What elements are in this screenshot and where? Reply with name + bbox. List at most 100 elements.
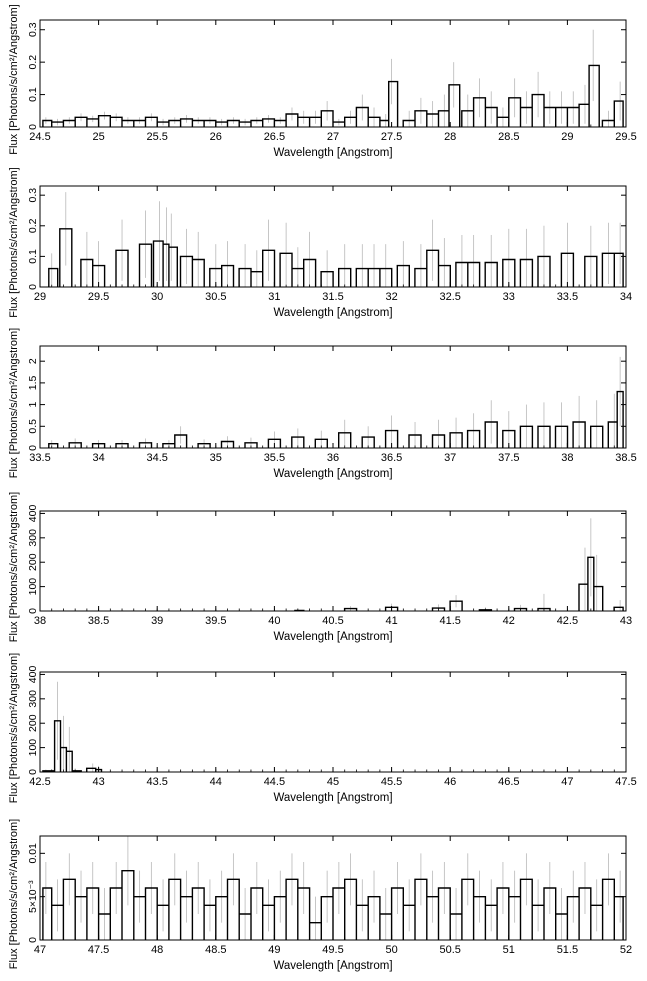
y-tick-label: 0 bbox=[27, 445, 39, 451]
y-tick-label: 0 bbox=[27, 124, 39, 130]
y-tick-label: 0.5 bbox=[27, 419, 39, 434]
x-tick-label: 40.5 bbox=[322, 615, 343, 627]
x-axis-label: Wavelength [Angstrom] bbox=[273, 792, 392, 804]
x-tick-label: 33.5 bbox=[557, 291, 578, 303]
y-tick-label: 300 bbox=[27, 690, 39, 708]
panel-4: 38 38.5 39 39.5 40 40.5 41 41.5 42 42.5 43 0 100 200 3… bbox=[8, 492, 632, 643]
y-tick-label: 0.3 bbox=[27, 188, 39, 203]
y-tick-label: 0 bbox=[27, 769, 39, 775]
x-tick-label: 29 bbox=[561, 131, 573, 143]
x-tick-label: 30.5 bbox=[205, 291, 226, 303]
x-tick-label: 37 bbox=[444, 452, 456, 464]
x-tick-label: 48.5 bbox=[205, 944, 226, 956]
flux-histogram bbox=[42, 870, 624, 940]
x-tick-label: 28.5 bbox=[498, 131, 519, 143]
x-tick-label: 45 bbox=[327, 776, 339, 788]
x-tick-label: 33 bbox=[503, 291, 515, 303]
y-tick-label: 0.2 bbox=[27, 218, 39, 233]
x-tick-label: 47.5 bbox=[615, 776, 636, 788]
x-tick-label: 43 bbox=[92, 776, 104, 788]
x-tick-label: 47 bbox=[34, 944, 46, 956]
x-axis-label: Wavelength [Angstrom] bbox=[273, 631, 392, 643]
x-tick-label: 32.5 bbox=[439, 291, 460, 303]
x-tick-label: 36 bbox=[327, 452, 339, 464]
x-tick-label: 48 bbox=[151, 944, 163, 956]
x-tick-label: 28 bbox=[444, 131, 456, 143]
panel-2: 29 29.5 30 30.5 31 31.5 32 32.5 33 33.5 34 0 0.1 0.2 0… bbox=[8, 167, 632, 319]
panel-3: 33.5 34 34.5 35 35.5 36 36.5 37 37.5 38 38.5 0 0.5 1 1… bbox=[8, 328, 637, 480]
flux-histogram bbox=[294, 556, 624, 612]
x-tick-label: 43 bbox=[620, 615, 632, 627]
x-tick-label: 35.5 bbox=[264, 452, 285, 464]
x-tick-label: 45.5 bbox=[381, 776, 402, 788]
x-tick-label: 37.5 bbox=[498, 452, 519, 464]
flux-histogram bbox=[48, 390, 624, 448]
x-tick-label: 29 bbox=[34, 291, 46, 303]
x-tick-label: 39 bbox=[151, 615, 163, 627]
x-tick-label: 35 bbox=[210, 452, 222, 464]
x-tick-label: 31.5 bbox=[322, 291, 343, 303]
x-tick-label: 43.5 bbox=[146, 776, 167, 788]
x-tick-label: 41.5 bbox=[439, 615, 460, 627]
flux-histogram bbox=[42, 64, 624, 127]
y-tick-label: 400 bbox=[27, 666, 39, 684]
y-tick-label: 2 bbox=[27, 358, 39, 364]
x-tick-label: 49.5 bbox=[322, 944, 343, 956]
x-tick-label: 39.5 bbox=[205, 615, 226, 627]
x-tick-label: 51.5 bbox=[557, 944, 578, 956]
y-tick-label: 0.3 bbox=[27, 22, 39, 37]
y-axis-label: Flux [Photons/s/cm²/Angstrom] bbox=[8, 167, 20, 317]
x-tick-label: 49 bbox=[268, 944, 280, 956]
y-tick-label: 0 bbox=[27, 284, 39, 290]
y-tick-label: 300 bbox=[27, 529, 39, 547]
y-tick-label: 100 bbox=[27, 578, 39, 596]
x-tick-label: 38.5 bbox=[88, 615, 109, 627]
y-tick-label: 0.2 bbox=[27, 55, 39, 70]
x-tick-label: 41 bbox=[385, 615, 397, 627]
x-tick-label: 30 bbox=[151, 291, 163, 303]
x-tick-label: 27.5 bbox=[381, 131, 402, 143]
y-tick-label: 1.5 bbox=[27, 375, 39, 390]
x-tick-label: 34 bbox=[620, 291, 632, 303]
x-axis-label: Wavelength [Angstrom] bbox=[273, 147, 392, 159]
x-tick-label: 42.5 bbox=[557, 615, 578, 627]
flux-histogram bbox=[48, 228, 624, 287]
x-tick-label: 26.5 bbox=[264, 131, 285, 143]
y-tick-label: 200 bbox=[27, 553, 39, 571]
x-tick-label: 40 bbox=[268, 615, 280, 627]
x-tick-label: 50 bbox=[385, 944, 397, 956]
x-tick-label: 47.5 bbox=[88, 944, 109, 956]
y-tick-label: 5×10⁻³ bbox=[27, 880, 39, 913]
y-tick-label: 0.1 bbox=[27, 249, 39, 264]
x-tick-label: 25 bbox=[92, 131, 104, 143]
plot-frame bbox=[39, 671, 627, 773]
x-axis-label: Wavelength [Angstrom] bbox=[273, 307, 392, 319]
x-tick-label: 38 bbox=[34, 615, 46, 627]
x-tick-label: 46.5 bbox=[498, 776, 519, 788]
x-tick-label: 29.5 bbox=[88, 291, 109, 303]
x-tick-label: 24.5 bbox=[29, 131, 50, 143]
x-tick-label: 42.5 bbox=[29, 776, 50, 788]
panel-6: 47 47.5 48 48.5 49 49.5 50 50.5 51 51.5 52 0 5×10⁻³ 0… bbox=[8, 819, 632, 972]
x-tick-label: 44.5 bbox=[264, 776, 285, 788]
x-tick-label: 36.5 bbox=[381, 452, 402, 464]
x-tick-label: 51 bbox=[503, 944, 515, 956]
y-tick-label: 0.1 bbox=[27, 87, 39, 102]
y-axis-label: Flux [Photons/s/cm²/Angstrom] bbox=[8, 653, 20, 803]
y-tick-label: 0 bbox=[27, 937, 39, 943]
x-tick-label: 38.5 bbox=[615, 452, 636, 464]
x-tick-label: 44 bbox=[210, 776, 222, 788]
x-tick-label: 52 bbox=[620, 944, 632, 956]
x-tick-label: 46 bbox=[444, 776, 456, 788]
x-tick-label: 42 bbox=[503, 615, 515, 627]
x-axis-label: Wavelength [Angstrom] bbox=[273, 960, 392, 972]
y-tick-label: 200 bbox=[27, 714, 39, 732]
x-tick-label: 50.5 bbox=[439, 944, 460, 956]
y-axis-label: Flux [Photons/s/cm²/Angstrom] bbox=[8, 492, 20, 642]
x-tick-label: 31 bbox=[268, 291, 280, 303]
y-axis-label: Flux [Photons/s/cm²/Angstrom] bbox=[8, 4, 20, 154]
x-tick-label: 26 bbox=[210, 131, 222, 143]
panel-5: 42.5 43 43.5 44 44.5 45 45.5 46 46.5 47 47.5 0 100 20… bbox=[8, 653, 637, 804]
plot-frame bbox=[39, 510, 627, 612]
